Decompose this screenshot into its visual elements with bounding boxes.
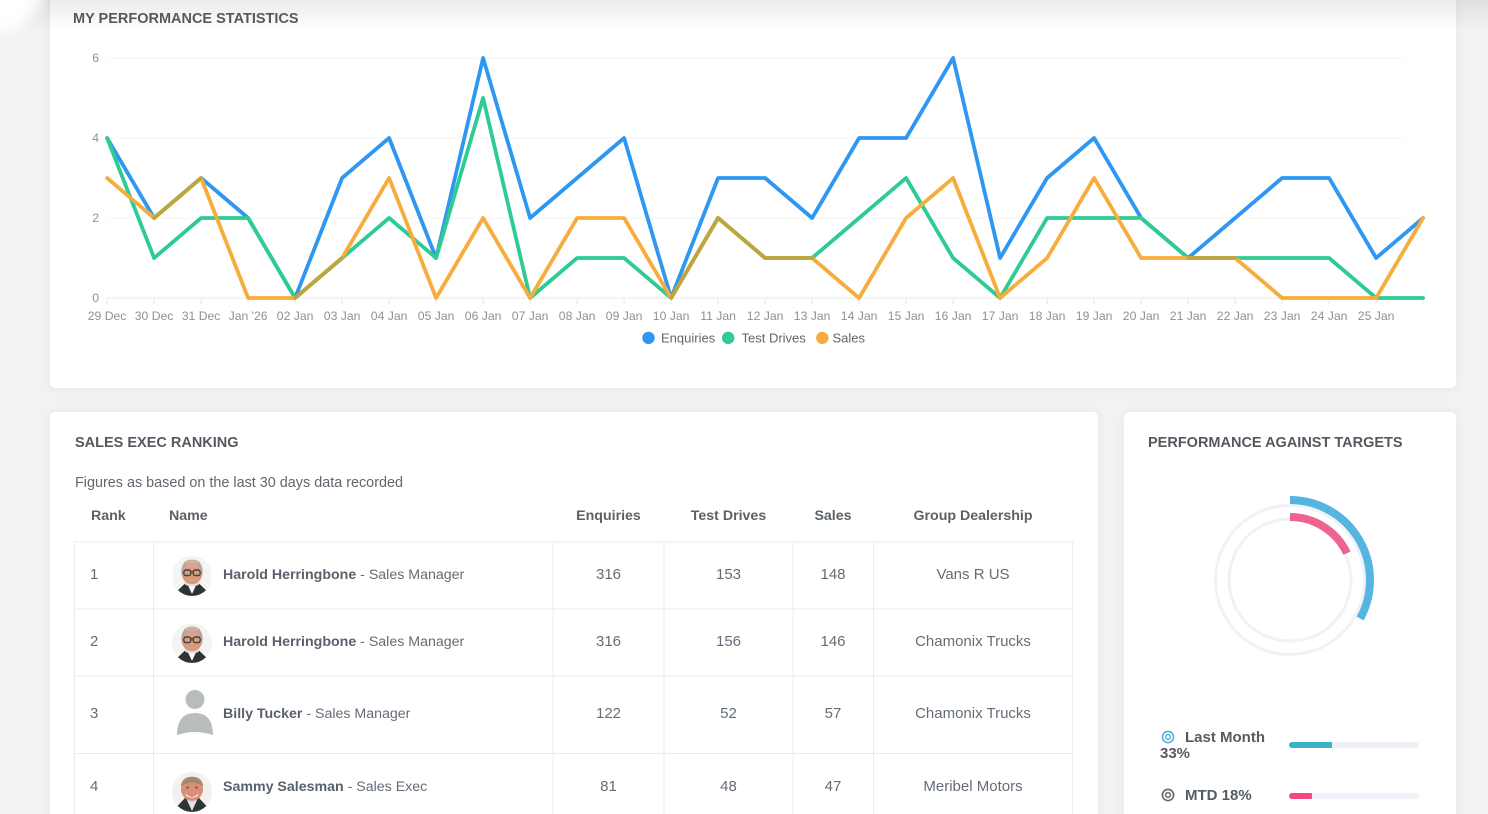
svg-text:07 Jan: 07 Jan: [512, 309, 549, 323]
svg-text:22 Jan: 22 Jan: [1217, 309, 1254, 323]
svg-text:11 Jan: 11 Jan: [700, 309, 736, 323]
svg-text:09 Jan: 09 Jan: [606, 309, 643, 323]
svg-text:13 Jan: 13 Jan: [794, 309, 831, 323]
svg-text:21 Jan: 21 Jan: [1170, 309, 1207, 323]
svg-text:03 Jan: 03 Jan: [324, 309, 361, 323]
svg-text:04 Jan: 04 Jan: [371, 309, 408, 323]
svg-text:05 Jan: 05 Jan: [418, 309, 455, 323]
svg-text:2: 2: [92, 211, 99, 225]
svg-text:Enquiries: Enquiries: [661, 331, 716, 346]
svg-text:25 Jan: 25 Jan: [1358, 309, 1395, 323]
svg-text:23 Jan: 23 Jan: [1264, 309, 1301, 323]
svg-text:19 Jan: 19 Jan: [1076, 309, 1113, 323]
svg-text:30 Dec: 30 Dec: [135, 309, 174, 323]
svg-text:Test Drives: Test Drives: [742, 331, 807, 346]
svg-text:31 Dec: 31 Dec: [182, 309, 221, 323]
svg-text:17 Jan: 17 Jan: [982, 309, 1019, 323]
svg-text:02 Jan: 02 Jan: [277, 309, 314, 323]
svg-text:10 Jan: 10 Jan: [653, 309, 690, 323]
svg-text:12 Jan: 12 Jan: [747, 309, 784, 323]
svg-text:0: 0: [92, 291, 99, 305]
svg-text:08 Jan: 08 Jan: [559, 309, 596, 323]
svg-text:15 Jan: 15 Jan: [888, 309, 925, 323]
svg-text:4: 4: [92, 131, 99, 145]
svg-text:29 Dec: 29 Dec: [88, 309, 127, 323]
svg-text:Sales: Sales: [833, 331, 866, 346]
svg-text:16 Jan: 16 Jan: [935, 309, 972, 323]
svg-text:6: 6: [92, 51, 99, 65]
svg-text:20 Jan: 20 Jan: [1123, 309, 1160, 323]
svg-text:18 Jan: 18 Jan: [1029, 309, 1066, 323]
svg-text:06 Jan: 06 Jan: [465, 309, 502, 323]
svg-text:14 Jan: 14 Jan: [841, 309, 878, 323]
svg-text:Jan '26: Jan '26: [229, 309, 268, 323]
svg-text:24 Jan: 24 Jan: [1311, 309, 1348, 323]
